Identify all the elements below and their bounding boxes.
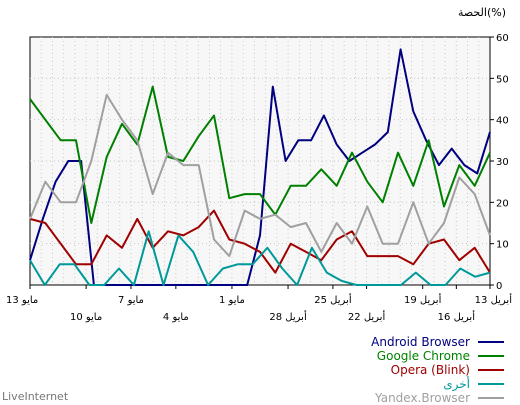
legend-label: أخرى <box>443 376 470 392</box>
x-tick-label: 13 مايو <box>6 295 38 306</box>
legend-label: Android Browser <box>371 335 470 349</box>
series-line-0 <box>29 48 491 286</box>
x-axis: 13 مايو 7 مايو 1 مايو 25 أبريل 19 أبريل 13 أب… <box>6 285 512 323</box>
y-tick-label: 60 <box>496 33 509 44</box>
x-tick-label: 13 أبريل <box>475 293 513 306</box>
y-axis: 0 10 20 30 40 50 60 <box>490 33 509 292</box>
series-line-4 <box>29 93 491 258</box>
y-tick-label: 40 <box>496 116 509 127</box>
x-tick-label: 7 مايو <box>118 295 144 306</box>
y-tick-label: 20 <box>496 198 509 209</box>
y-tick-label: 30 <box>496 157 509 168</box>
x-tick-label: 10 مايو <box>70 312 102 323</box>
series-lines <box>29 48 491 286</box>
series-line-3 <box>29 230 491 286</box>
series-line-1 <box>29 85 491 224</box>
y-tick-label: 0 <box>496 281 502 292</box>
series-line-2 <box>29 209 491 274</box>
x-tick-label: 16 أبريل <box>438 310 476 323</box>
x-tick-label: 28 أبريل <box>269 310 307 323</box>
x-tick-label: 4 مايو <box>163 312 189 323</box>
legend-label: Opera (Blink) <box>391 363 470 377</box>
y-tick-label: 10 <box>496 240 509 251</box>
y-tick-label: 50 <box>496 74 509 85</box>
legend-label: Google Chrome <box>377 349 470 363</box>
x-tick-label: 25 أبريل <box>314 293 352 306</box>
x-tick-label: 22 أبريل <box>348 310 386 323</box>
x-tick-label: 1 مايو <box>219 295 245 306</box>
y-axis-label: الحصة(%) <box>458 6 506 19</box>
footer-brand: LiveInternet <box>2 390 69 403</box>
x-tick-label: 19 أبريل <box>404 293 442 306</box>
legend-label: Yandex.Browser <box>374 391 470 405</box>
